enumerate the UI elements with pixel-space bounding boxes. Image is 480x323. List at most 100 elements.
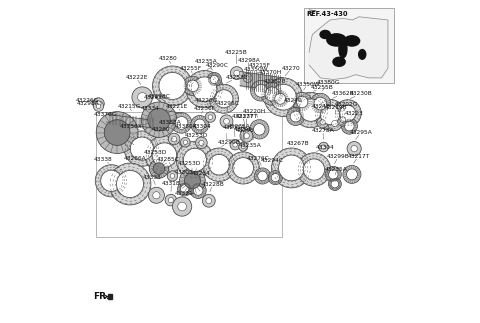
Circle shape [351, 145, 357, 152]
Bar [96, 112, 282, 237]
Circle shape [278, 155, 304, 181]
Circle shape [93, 101, 104, 111]
Circle shape [319, 142, 328, 152]
Text: 43388A: 43388A [158, 120, 181, 130]
Circle shape [334, 100, 361, 127]
Circle shape [168, 133, 180, 145]
Text: 43235A: 43235A [238, 143, 261, 150]
Circle shape [207, 72, 221, 87]
Circle shape [172, 197, 192, 216]
Circle shape [95, 165, 127, 197]
Text: 43235A: 43235A [195, 59, 217, 70]
Circle shape [187, 80, 199, 92]
Text: 43298A: 43298A [77, 99, 99, 106]
Text: 43278A: 43278A [312, 129, 335, 140]
Circle shape [254, 84, 267, 97]
Circle shape [178, 182, 192, 196]
Ellipse shape [327, 34, 346, 46]
Circle shape [292, 92, 312, 112]
Circle shape [310, 93, 331, 114]
Circle shape [132, 87, 153, 108]
Circle shape [293, 92, 328, 128]
Text: 43290C: 43290C [206, 63, 229, 69]
Circle shape [168, 197, 173, 203]
Text: 43380K: 43380K [175, 124, 197, 135]
Circle shape [117, 171, 144, 198]
Circle shape [175, 117, 188, 129]
Text: 43235A: 43235A [223, 125, 246, 137]
Circle shape [184, 173, 201, 189]
Circle shape [287, 108, 305, 125]
Circle shape [96, 112, 138, 153]
Circle shape [104, 120, 130, 145]
Circle shape [191, 116, 209, 133]
Text: 43380G: 43380G [317, 80, 340, 91]
Text: 43350W: 43350W [295, 82, 320, 90]
Text: REF.43-430: REF.43-430 [306, 11, 348, 17]
Text: 43267B: 43267B [287, 141, 309, 146]
Circle shape [340, 117, 346, 123]
Circle shape [209, 154, 229, 175]
Circle shape [178, 202, 186, 211]
Circle shape [152, 143, 177, 167]
Circle shape [272, 148, 312, 188]
Circle shape [192, 77, 217, 101]
Text: 43338: 43338 [94, 157, 113, 163]
Text: 43290B: 43290B [217, 140, 240, 147]
Text: 43215G: 43215G [118, 104, 141, 111]
Circle shape [194, 119, 205, 130]
Text: 43217T: 43217T [348, 154, 370, 163]
Circle shape [271, 173, 279, 182]
Text: 43215F: 43215F [248, 63, 270, 68]
Text: 43235A: 43235A [325, 167, 348, 175]
Text: 43298A: 43298A [238, 58, 260, 71]
Circle shape [148, 109, 170, 131]
Circle shape [141, 102, 177, 137]
Circle shape [209, 84, 239, 113]
Circle shape [168, 171, 178, 181]
Circle shape [165, 194, 177, 206]
Circle shape [109, 163, 151, 205]
Ellipse shape [333, 57, 345, 66]
Circle shape [341, 118, 358, 134]
Circle shape [261, 83, 283, 105]
Circle shape [203, 148, 236, 182]
Circle shape [343, 165, 361, 183]
Ellipse shape [320, 30, 330, 38]
Text: 43338: 43338 [143, 175, 162, 185]
Ellipse shape [344, 36, 360, 46]
Circle shape [183, 148, 206, 172]
Text: 43350W: 43350W [244, 67, 268, 78]
Circle shape [171, 136, 177, 141]
Text: 43362B: 43362B [264, 78, 287, 87]
Circle shape [96, 101, 101, 106]
FancyBboxPatch shape [304, 8, 394, 83]
Circle shape [332, 120, 338, 127]
Text: 43318: 43318 [162, 181, 181, 192]
Text: 43222E: 43222E [125, 75, 148, 85]
Circle shape [153, 192, 160, 199]
Ellipse shape [339, 40, 347, 58]
Circle shape [325, 166, 341, 182]
Circle shape [253, 124, 265, 135]
Text: 43370H: 43370H [259, 69, 282, 80]
Text: 43253D: 43253D [178, 161, 201, 166]
Text: 43304: 43304 [192, 124, 211, 134]
Circle shape [203, 194, 215, 207]
Text: 43230B: 43230B [349, 91, 372, 99]
Circle shape [176, 141, 214, 179]
Circle shape [243, 73, 252, 82]
Circle shape [153, 163, 165, 174]
Text: 43370G: 43370G [93, 112, 117, 117]
Circle shape [317, 117, 328, 128]
Circle shape [233, 158, 253, 178]
Circle shape [303, 159, 324, 180]
Circle shape [268, 171, 282, 185]
Text: 43226G: 43226G [76, 98, 99, 103]
Circle shape [290, 111, 301, 122]
Circle shape [183, 76, 203, 96]
Text: 43235A: 43235A [228, 124, 251, 142]
FancyArrowPatch shape [104, 295, 108, 298]
Circle shape [230, 67, 243, 79]
Circle shape [240, 129, 253, 142]
